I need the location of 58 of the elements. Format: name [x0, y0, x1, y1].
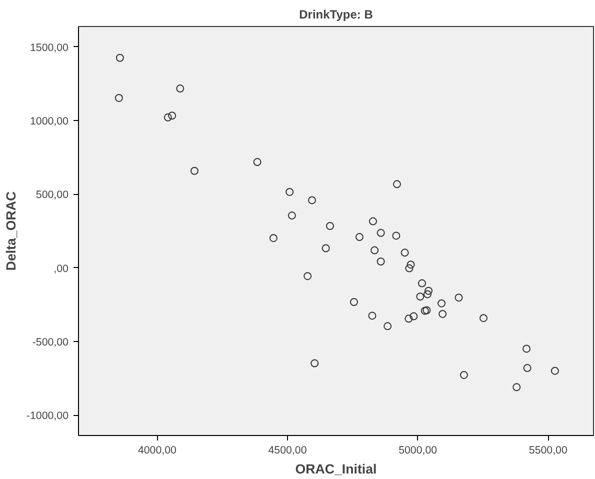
point — [522, 344, 531, 353]
point — [410, 312, 418, 320]
point — [114, 94, 123, 102]
point — [416, 292, 424, 301]
point — [376, 228, 385, 237]
point — [253, 158, 262, 166]
point — [304, 272, 312, 280]
x-tick-label: 4500,00 — [268, 444, 307, 456]
y-tick-label: 1500,00 — [30, 42, 69, 54]
y-tick-label: -500,00 — [32, 336, 69, 348]
point — [420, 306, 429, 315]
point — [288, 212, 296, 220]
point — [438, 310, 447, 318]
point — [422, 306, 431, 314]
point — [406, 260, 415, 269]
point — [190, 166, 198, 175]
point — [438, 299, 446, 308]
chart-title: DrinkType: B — [299, 8, 374, 22]
point — [168, 112, 176, 120]
point — [176, 84, 184, 93]
point — [322, 244, 330, 252]
point — [308, 196, 316, 204]
point — [480, 314, 488, 322]
y-axis-title: Delta_ORAC — [3, 191, 18, 271]
point — [523, 364, 532, 372]
x-axis-title: ORAC_Initial — [295, 462, 377, 476]
point — [164, 113, 172, 122]
y-tick-label: ,00 — [54, 262, 69, 275]
point — [454, 294, 463, 302]
y-tick-label: -1000,00 — [26, 410, 69, 422]
point — [404, 314, 413, 323]
point — [368, 312, 376, 320]
point — [418, 279, 426, 288]
point — [326, 222, 334, 230]
y-tick-label: 500,00 — [36, 189, 69, 202]
point — [405, 264, 414, 272]
point — [424, 286, 433, 295]
point — [423, 290, 432, 298]
point — [384, 322, 392, 330]
x-tick-label: 5000,00 — [398, 444, 438, 456]
point — [116, 54, 124, 62]
point — [369, 217, 378, 226]
x-tick-label: 5500,00 — [528, 444, 568, 456]
point — [350, 298, 358, 306]
point — [392, 232, 400, 240]
point — [392, 180, 401, 188]
point — [310, 359, 319, 368]
point — [355, 233, 364, 242]
point — [400, 248, 409, 257]
point — [376, 258, 385, 266]
point — [550, 366, 559, 375]
point — [512, 383, 521, 392]
y-tick-label: 1000,00 — [30, 116, 69, 128]
point — [370, 246, 379, 254]
point — [286, 188, 294, 196]
point — [460, 370, 468, 379]
point — [269, 234, 278, 242]
x-tick-label: 4000,00 — [138, 444, 177, 456]
